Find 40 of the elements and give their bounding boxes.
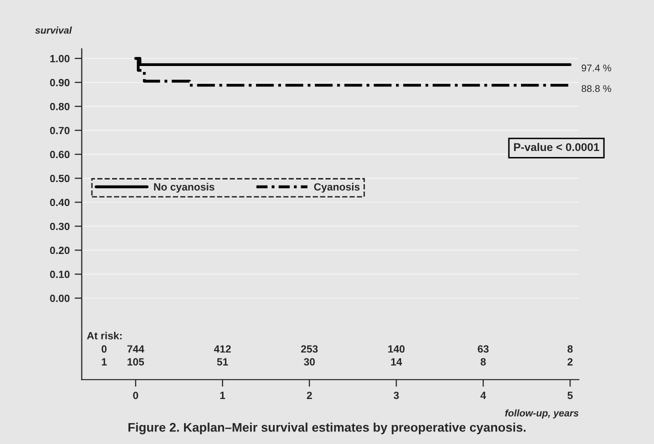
y-tick-label: 1.00	[50, 54, 70, 62]
annotation: 2	[568, 358, 573, 366]
annotation: 1	[102, 358, 107, 366]
y-tick-label: 0.30	[50, 222, 70, 230]
annotation: 0	[102, 345, 107, 353]
y-tick-label: 0.50	[50, 174, 70, 182]
x-tick-label: 4	[480, 392, 486, 399]
annotation: At risk:	[86, 332, 122, 340]
x-tick-label: 0	[133, 392, 138, 400]
annotation: 51	[217, 358, 228, 366]
y-tick-label: 0.20	[50, 246, 70, 254]
annotation: P-value < 0.0001	[514, 142, 600, 152]
x-axis-title: follow-up, years	[505, 409, 578, 418]
y-tick-label: 0.90	[50, 78, 70, 86]
text: Figure 2. Kaplan–Meir survival estimates by preoperative cyanosis.	[128, 422, 526, 434]
annotation: 412	[214, 345, 231, 353]
y-tick-label: 0.40	[50, 198, 70, 206]
legend-label: No cyanosis	[154, 182, 214, 193]
annotation: 253	[301, 345, 318, 353]
legend-label: Cyanosis	[314, 182, 360, 193]
x-tick-label: 2	[306, 392, 312, 399]
annotation: 30	[304, 358, 315, 366]
x-tick-label: 1	[220, 392, 226, 399]
y-tick-label: 0.70	[50, 126, 70, 134]
annotation: 744	[127, 345, 144, 353]
annotation: 140	[388, 345, 405, 353]
y-tick-label: 0.80	[50, 102, 70, 110]
y-tick-label: 0.10	[50, 270, 70, 278]
annotation: 63	[478, 345, 489, 353]
data-label: 97.4 %	[582, 64, 612, 72]
annotation: 105	[128, 358, 144, 366]
annotation: 14	[391, 358, 402, 366]
data-label: 88.8 %	[582, 85, 612, 92]
y-axis-title: survival	[35, 26, 72, 34]
y-tick-label: 0.00	[50, 294, 70, 302]
annotation: 8	[480, 358, 486, 366]
annotation: 8	[568, 345, 573, 353]
x-tick-label: 3	[394, 392, 399, 400]
y-tick-label: 0.60	[50, 150, 70, 158]
x-tick-label: 5	[568, 392, 573, 400]
